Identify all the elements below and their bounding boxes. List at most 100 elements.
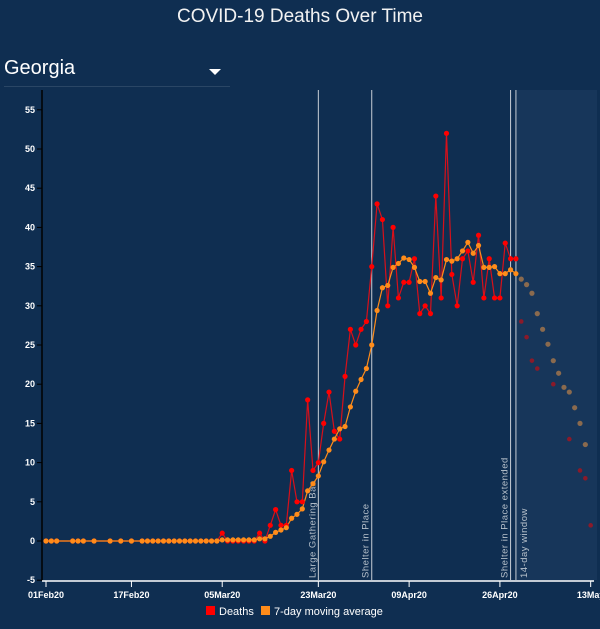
deaths-point bbox=[315, 460, 321, 466]
average-point bbox=[326, 447, 332, 453]
average-point bbox=[230, 537, 236, 543]
forecast-deaths-point bbox=[588, 523, 593, 528]
y-tick-label: 40 bbox=[25, 222, 35, 232]
average-point bbox=[427, 290, 434, 296]
average-point bbox=[278, 527, 284, 533]
x-tick-label: 26Apr20 bbox=[482, 590, 518, 600]
average-point bbox=[262, 536, 268, 542]
forecast-region bbox=[515, 90, 597, 580]
average-point bbox=[187, 538, 193, 544]
deaths-point bbox=[438, 295, 444, 301]
deaths-point bbox=[257, 530, 263, 536]
average-point bbox=[240, 537, 247, 543]
average-point bbox=[497, 271, 503, 277]
deaths-point bbox=[491, 295, 498, 301]
average-point bbox=[294, 511, 300, 517]
x-tick-label: 05Mar20 bbox=[204, 590, 240, 600]
average-point bbox=[363, 365, 369, 372]
deaths-point bbox=[459, 256, 466, 262]
average-point bbox=[128, 538, 135, 544]
average-point bbox=[507, 267, 514, 273]
average-point bbox=[251, 537, 257, 543]
deaths-point bbox=[486, 256, 492, 262]
average-point bbox=[310, 481, 316, 487]
forecast-deaths-point bbox=[577, 468, 583, 473]
average-point bbox=[369, 342, 375, 348]
legend-swatch-average bbox=[261, 606, 270, 615]
forecast-deaths-point bbox=[524, 334, 529, 340]
forecast-deaths-point bbox=[529, 358, 535, 363]
average-point bbox=[198, 538, 204, 544]
average-point bbox=[337, 426, 343, 432]
forecast-deaths-point bbox=[518, 319, 524, 324]
average-point bbox=[208, 538, 215, 544]
average-point bbox=[454, 256, 460, 262]
legend-label-average: 7-day moving average bbox=[274, 606, 383, 618]
deaths-point bbox=[406, 279, 412, 285]
forecast-average-point bbox=[550, 358, 556, 364]
deaths-point bbox=[369, 264, 375, 270]
average-point bbox=[43, 538, 49, 544]
average-point bbox=[379, 285, 386, 291]
chevron-down-icon bbox=[209, 69, 221, 75]
average-point bbox=[438, 277, 444, 283]
y-tick-label: 55 bbox=[25, 105, 35, 115]
average-point bbox=[465, 239, 471, 245]
y-tick-label: 20 bbox=[25, 379, 35, 389]
forecast-average-point bbox=[540, 326, 546, 332]
forecast-average-point bbox=[577, 420, 583, 426]
forecast-average-point bbox=[524, 282, 530, 288]
average-point bbox=[155, 538, 161, 544]
deaths-point bbox=[470, 279, 476, 285]
forecast-average-point bbox=[529, 290, 535, 296]
forecast-deaths-point bbox=[583, 475, 588, 481]
deaths-point bbox=[347, 326, 353, 332]
forecast-average-point bbox=[556, 370, 562, 376]
average-point bbox=[353, 388, 359, 394]
deaths-point bbox=[401, 279, 407, 285]
deaths-point bbox=[411, 256, 418, 262]
average-point bbox=[470, 250, 476, 256]
y-tick-label: 45 bbox=[25, 183, 35, 193]
average-point bbox=[443, 256, 450, 263]
legend-swatch-deaths bbox=[206, 606, 215, 615]
average-point bbox=[118, 538, 124, 544]
annotation-label: Shelter in Place bbox=[361, 503, 372, 578]
average-point bbox=[406, 256, 412, 263]
region-dropdown[interactable]: Georgia bbox=[4, 56, 230, 87]
average-point bbox=[283, 525, 289, 531]
average-point bbox=[491, 264, 498, 270]
average-point bbox=[342, 423, 348, 430]
deaths-point bbox=[321, 420, 327, 426]
average-point bbox=[299, 506, 305, 512]
average-point bbox=[48, 538, 54, 544]
average-point bbox=[417, 278, 423, 285]
average-point bbox=[75, 538, 81, 544]
y-tick-label: 10 bbox=[25, 458, 35, 468]
average-point bbox=[433, 274, 439, 281]
average-point bbox=[166, 538, 172, 544]
average-point bbox=[54, 538, 60, 544]
average-point bbox=[395, 260, 402, 267]
deaths-point bbox=[433, 193, 439, 199]
forecast-average-point bbox=[572, 405, 578, 411]
deaths-point bbox=[481, 295, 487, 301]
deaths-point bbox=[497, 295, 503, 301]
average-point bbox=[331, 436, 337, 442]
average-point bbox=[411, 264, 418, 270]
chart-title: COVID-19 Deaths Over Time bbox=[176, 6, 424, 27]
deaths-line bbox=[46, 133, 516, 543]
forecast-average-point bbox=[545, 341, 551, 347]
deaths-point bbox=[427, 311, 434, 317]
average-point bbox=[80, 538, 86, 544]
deaths-point bbox=[267, 522, 273, 528]
legend-label-deaths: Deaths bbox=[219, 606, 254, 618]
average-point bbox=[214, 538, 220, 544]
deaths-point bbox=[379, 216, 386, 223]
deaths-point bbox=[289, 467, 295, 474]
average-point bbox=[176, 538, 183, 544]
forecast-average-point bbox=[518, 276, 524, 282]
average-point bbox=[502, 271, 508, 277]
deaths-point bbox=[417, 311, 423, 317]
